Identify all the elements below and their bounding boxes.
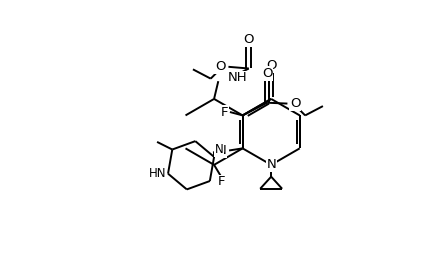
- Text: N: N: [266, 158, 276, 171]
- Text: O: O: [262, 67, 272, 80]
- Text: F: F: [218, 175, 226, 188]
- Text: N: N: [217, 144, 226, 157]
- Text: O: O: [215, 60, 226, 73]
- Text: O: O: [243, 33, 254, 46]
- Text: F: F: [221, 106, 229, 118]
- Text: N: N: [215, 143, 224, 156]
- Text: O: O: [290, 97, 301, 110]
- Text: NH: NH: [228, 71, 247, 84]
- Text: O: O: [266, 59, 276, 72]
- Text: HN: HN: [148, 167, 166, 180]
